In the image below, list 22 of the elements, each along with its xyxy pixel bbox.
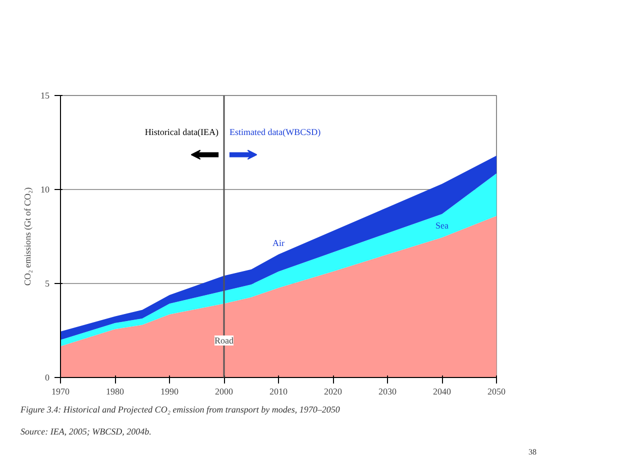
annotation: Historical data(IEA) xyxy=(144,127,219,138)
y-tick-label: 15 xyxy=(40,90,50,100)
x-tick-label: 2040 xyxy=(433,386,452,396)
text: 38 xyxy=(528,448,536,456)
x-tick-label: 2030 xyxy=(378,386,397,396)
x-tick-label: 2050 xyxy=(488,386,506,396)
series-label: Sea xyxy=(436,220,449,231)
series-label: Air xyxy=(272,238,284,248)
source-note: Source: IEA, 2005; WBCSD, 2004b. xyxy=(20,426,152,436)
x-tick-label: 2000 xyxy=(215,386,234,396)
x-tick-label: 1980 xyxy=(106,386,124,396)
y-tick-label: 5 xyxy=(45,278,50,288)
x-tick-label: 2010 xyxy=(270,386,288,396)
series-label: Road xyxy=(214,336,234,346)
y-axis-title: CO₂ emissions (Gt of CO₂) xyxy=(22,187,32,286)
x-tick-label: 2020 xyxy=(324,386,342,396)
x-tick-label: 1990 xyxy=(160,386,179,396)
y-tick-label: 0 xyxy=(45,372,50,382)
y-tick-label: 10 xyxy=(40,184,50,194)
caption: Figure 3.4: Historical and Projected CO₂ emission from transport by modes, 1970–2050 xyxy=(20,404,340,414)
x-tick-label: 1970 xyxy=(52,386,70,396)
annotation: Estimated data(WBCSD) xyxy=(229,127,321,138)
